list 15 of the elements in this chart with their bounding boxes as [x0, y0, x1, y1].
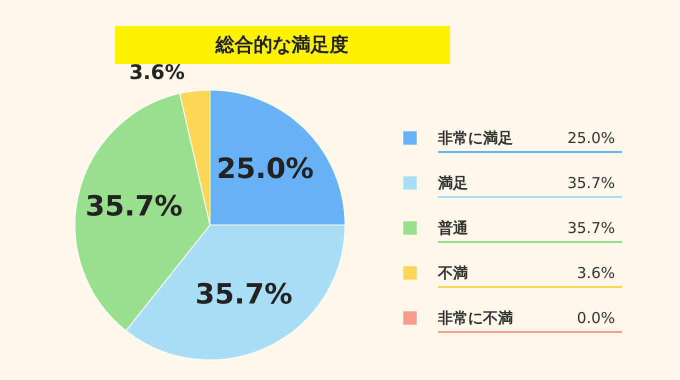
data-label: 3.6% [129, 60, 185, 84]
data-label: 25.0% [216, 152, 314, 185]
legend-label: 不満 [437, 264, 468, 282]
data-label: 35.7% [195, 277, 292, 310]
text: 35.7% [567, 219, 615, 237]
legend-label: 普通 [437, 219, 469, 237]
legend-label: 非常に不満 [437, 309, 513, 327]
text: 25.0% [567, 129, 615, 147]
legend-label: 非常に満足 [437, 129, 513, 147]
legend-label: 満足 [437, 174, 468, 192]
chart-title: 総合的な満足度 [214, 34, 348, 56]
text: 3.6% [576, 264, 615, 282]
text: 0.0% [576, 309, 615, 327]
data-label: 35.7% [85, 190, 183, 223]
text: 35.7% [567, 174, 615, 192]
